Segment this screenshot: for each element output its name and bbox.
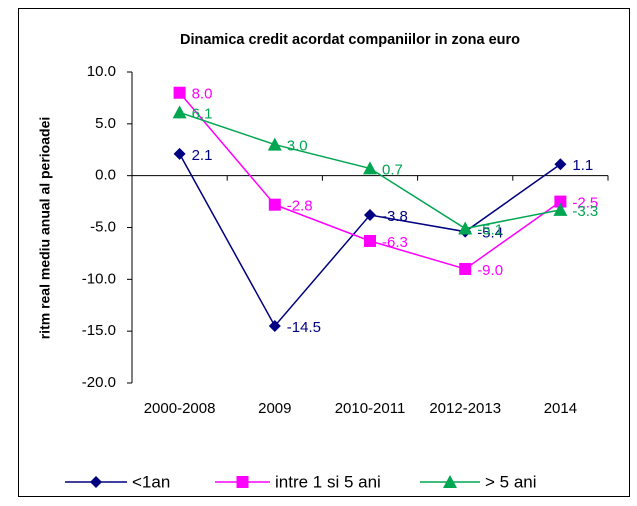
data-label: 2.1: [192, 147, 213, 164]
x-tick-label: 2009: [258, 400, 291, 417]
data-point: [268, 319, 281, 332]
data-label: 6.1: [192, 105, 213, 122]
y-tick-label: -5.0: [90, 218, 116, 235]
legend-marker: [90, 476, 102, 488]
data-label: 8.0: [192, 86, 213, 103]
legend-marker: [443, 475, 457, 488]
data-point: [364, 209, 376, 222]
y-tick-label: 0.0: [95, 167, 116, 184]
data-point: [268, 198, 281, 211]
x-tick-label: 2000-2008: [144, 400, 216, 417]
data-point: [364, 234, 376, 247]
data-label: -6.3: [382, 234, 408, 251]
data-label: -5.4: [477, 225, 503, 242]
x-tick-label: 2010-2011: [335, 400, 406, 417]
data-label: -5.1: [477, 222, 503, 239]
chart-frame: [18, 8, 630, 497]
legend-label: intre 1 si 5 ani: [275, 472, 381, 491]
data-point: [172, 105, 187, 119]
data-label: -3.8: [382, 208, 408, 225]
data-point: [173, 147, 186, 160]
data-label: 0.7: [382, 161, 403, 178]
y-tick-label: 10.0: [87, 63, 116, 80]
y-tick-label: -15.0: [82, 322, 116, 339]
data-label: 3.0: [287, 138, 308, 155]
data-label: -2.5: [572, 195, 598, 212]
data-point: [554, 158, 567, 171]
y-tick-label: 5.0: [95, 115, 116, 132]
chart-title: Dinamica credit acordat companiilor in z…: [180, 32, 520, 48]
x-tick-label: 2012-2013: [429, 400, 501, 417]
x-tick-label: 2014: [544, 400, 577, 417]
data-point: [173, 86, 186, 99]
y-tick-label: -10.0: [82, 270, 116, 287]
data-point: [363, 161, 377, 175]
data-point: [553, 202, 568, 216]
data-point: [459, 262, 472, 275]
data-label: 1.1: [572, 157, 593, 174]
y-tick-label: -20.0: [82, 374, 116, 391]
legend-label: > 5 ani: [485, 472, 537, 491]
data-label: -2.8: [287, 198, 313, 215]
data-point: [458, 221, 473, 235]
data-point: [267, 137, 282, 151]
legend-label: <1an: [132, 472, 170, 491]
data-point: [554, 195, 567, 208]
data-label: -14.5: [287, 319, 321, 336]
data-label: -3.3: [572, 203, 598, 220]
legend-marker: [236, 476, 249, 488]
data-label: -9.0: [477, 262, 503, 279]
y-axis-label: ritm real mediu anual al perioadei: [37, 117, 53, 340]
